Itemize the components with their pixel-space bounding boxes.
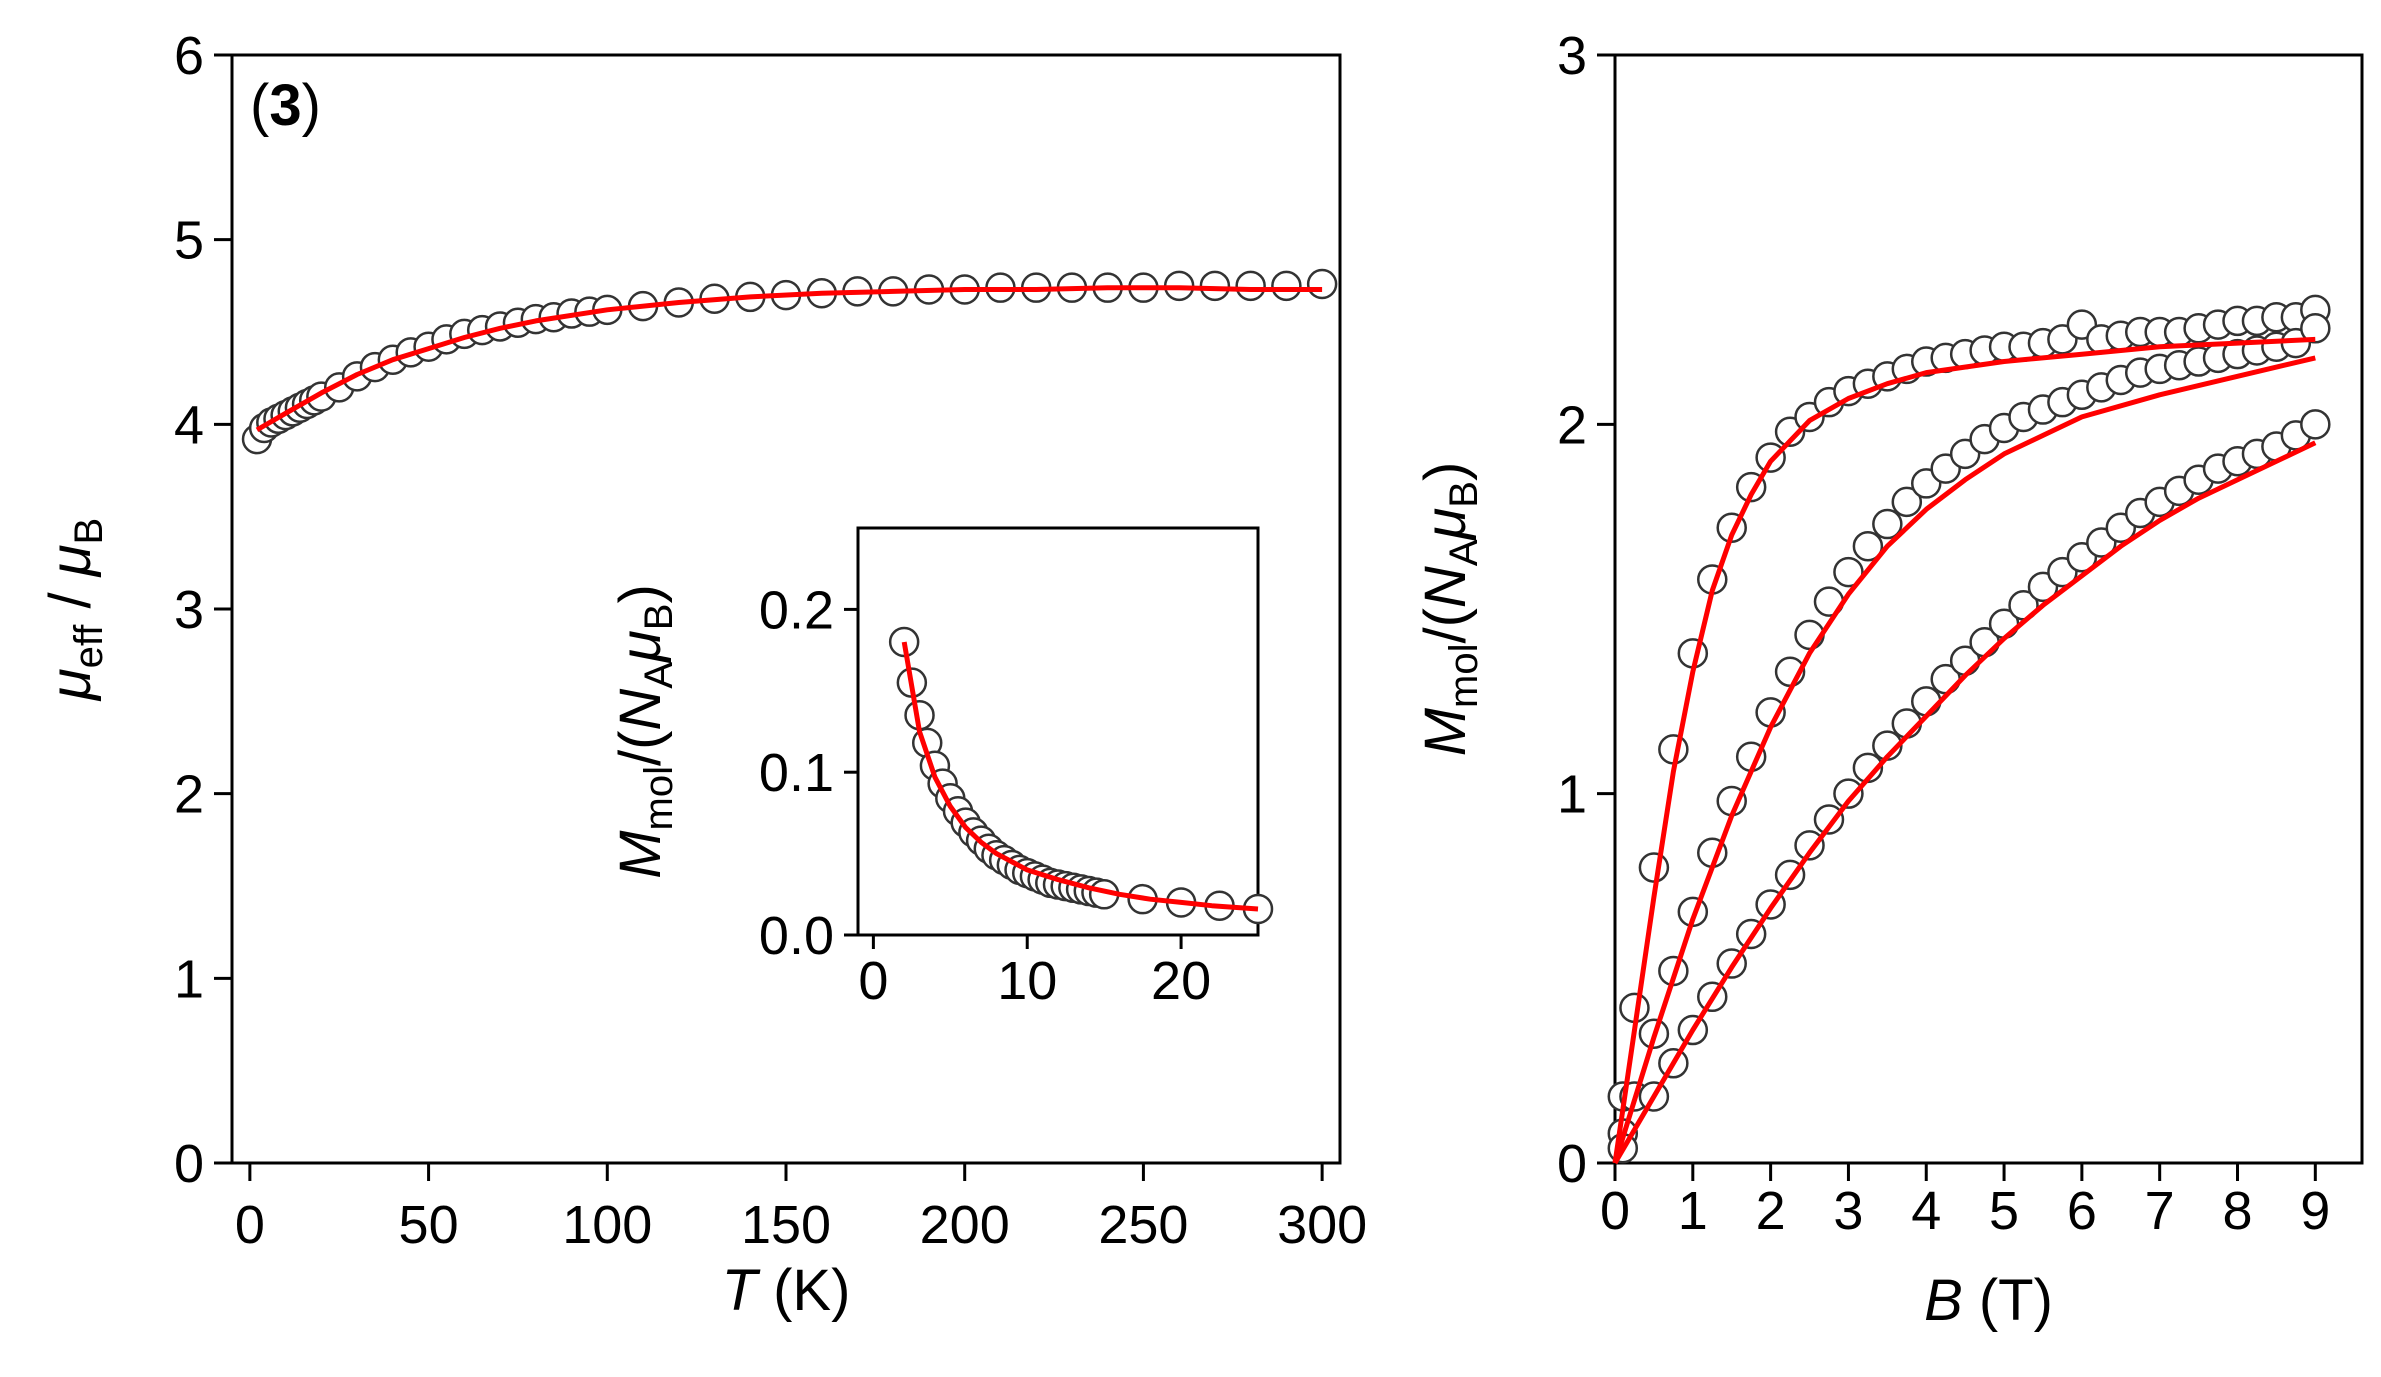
- y-tick-label: 2: [1557, 395, 1587, 455]
- inset-panel: 0.0 0.1 0.2 0 10 20 Mmol/(NAμB): [608, 526, 1274, 1011]
- x-tick-label: 5: [1989, 1181, 2019, 1241]
- y-tick-label: 0.2: [759, 580, 834, 640]
- data-point: [2300, 409, 2331, 440]
- fit-curve-1: [901, 641, 1259, 912]
- fit-curve-1: [255, 285, 1323, 433]
- fit-curve-3: [1612, 336, 2316, 1164]
- y-axis-symbol: μ: [38, 545, 103, 579]
- panel-label-close: ): [302, 73, 321, 138]
- data-point: [1911, 686, 1942, 717]
- fit-curve-5: [1612, 440, 2317, 1165]
- y-axis-close: ): [1413, 462, 1478, 481]
- panel-label: (3): [250, 73, 321, 138]
- x-tick-label: 200: [920, 1195, 1010, 1255]
- data-point: [1271, 270, 1302, 302]
- x-tick-label: 0: [1600, 1181, 1630, 1241]
- data-point: [1891, 486, 1923, 518]
- x-tick-label: 4: [1911, 1181, 1941, 1241]
- x-tick-label: 10: [997, 951, 1057, 1011]
- x-tick-label: 7: [2145, 1181, 2175, 1241]
- x-tick-label: 6: [2067, 1181, 2097, 1241]
- data-point: [1199, 270, 1231, 302]
- x-tick-label: 50: [399, 1195, 459, 1255]
- y-axis-subscript: A: [1442, 539, 1486, 566]
- y-axis-subscript: eff: [67, 624, 111, 669]
- y-axis-symbol: μ: [608, 630, 673, 664]
- x-tick-label: 3: [1833, 1181, 1863, 1241]
- y-axis-subscript: B: [1442, 481, 1486, 508]
- x-tick-label: 150: [741, 1195, 831, 1255]
- y-axis-symbol: N: [1413, 566, 1478, 608]
- data-point: [1833, 556, 1864, 588]
- y-axis-symbol: μ: [1413, 508, 1478, 542]
- x-tick-label: 20: [1151, 951, 1211, 1011]
- x-tick-label: 0: [235, 1195, 265, 1255]
- data-point: [1306, 268, 1338, 300]
- x-tick-label: 100: [562, 1195, 652, 1255]
- data-point: [2300, 313, 2331, 344]
- y-axis-subscript: mol: [637, 766, 681, 830]
- x-tick-label: 0: [858, 951, 888, 1011]
- y-axis-title: μeff / μB: [38, 518, 111, 702]
- data-point: [1235, 270, 1266, 302]
- y-axis-subscript: A: [637, 662, 681, 689]
- y-tick-label: 3: [174, 580, 204, 640]
- x-tick-label: 1: [1678, 1181, 1708, 1241]
- y-axis-symbol: M: [1413, 707, 1478, 756]
- data-point: [1794, 830, 1825, 861]
- y-axis-close: ): [608, 584, 673, 603]
- y-tick-label: 2: [174, 765, 204, 825]
- y-axis-symbol: M: [608, 830, 673, 879]
- y-axis-title: Mmol/(NAμB): [608, 584, 681, 879]
- y-tick-label: 4: [174, 395, 204, 455]
- y-axis-subscript: B: [67, 518, 111, 545]
- y-axis-separator: /: [38, 576, 103, 624]
- plot-frame: [1613, 53, 2364, 1165]
- y-tick-label: 0: [174, 1134, 204, 1194]
- y-tick-label: 1: [1557, 765, 1587, 825]
- x-tick-label: 2: [1756, 1181, 1786, 1241]
- data-point: [1872, 508, 1903, 540]
- x-axis-title: T (K): [722, 1258, 851, 1323]
- x-axis-title: B (T): [1924, 1268, 2053, 1333]
- y-axis-title: Mmol/(NAμB): [1413, 462, 1486, 757]
- y-axis-symbol: μ: [38, 668, 103, 702]
- panel-label-number: 3: [269, 73, 301, 138]
- data-point: [1833, 778, 1864, 809]
- y-axis-subscript: B: [637, 604, 681, 631]
- y-tick-label: 0.1: [759, 743, 834, 803]
- y-axis-separator: /(: [1413, 608, 1478, 643]
- y-tick-label: 3: [1557, 26, 1587, 86]
- y-axis-subscript: mol: [1442, 644, 1486, 708]
- x-axis-symbol: B: [1924, 1268, 1963, 1333]
- y-tick-label: 1: [174, 949, 204, 1009]
- y-tick-label: 0.0: [759, 906, 834, 966]
- panel-label-open: (: [250, 73, 269, 138]
- y-tick-label: 6: [174, 26, 204, 86]
- x-tick-label: 8: [2222, 1181, 2252, 1241]
- fit-curve-4: [1612, 355, 2316, 1164]
- y-tick-label: 5: [174, 211, 204, 271]
- x-axis-symbol: T: [722, 1258, 761, 1323]
- data-point: [1638, 852, 1670, 883]
- x-axis-unit: (K): [757, 1258, 850, 1323]
- x-tick-label: 9: [2300, 1181, 2330, 1241]
- y-axis-symbol: N: [608, 689, 673, 731]
- y-tick-label: 0: [1557, 1134, 1587, 1194]
- y-axis-separator: /(: [608, 731, 673, 766]
- data-point: [1852, 530, 1884, 562]
- x-tick-label: 300: [1277, 1195, 1367, 1255]
- x-tick-label: 250: [1098, 1195, 1188, 1255]
- x-axis-unit: (T): [1963, 1268, 2053, 1333]
- data-point: [1813, 804, 1845, 835]
